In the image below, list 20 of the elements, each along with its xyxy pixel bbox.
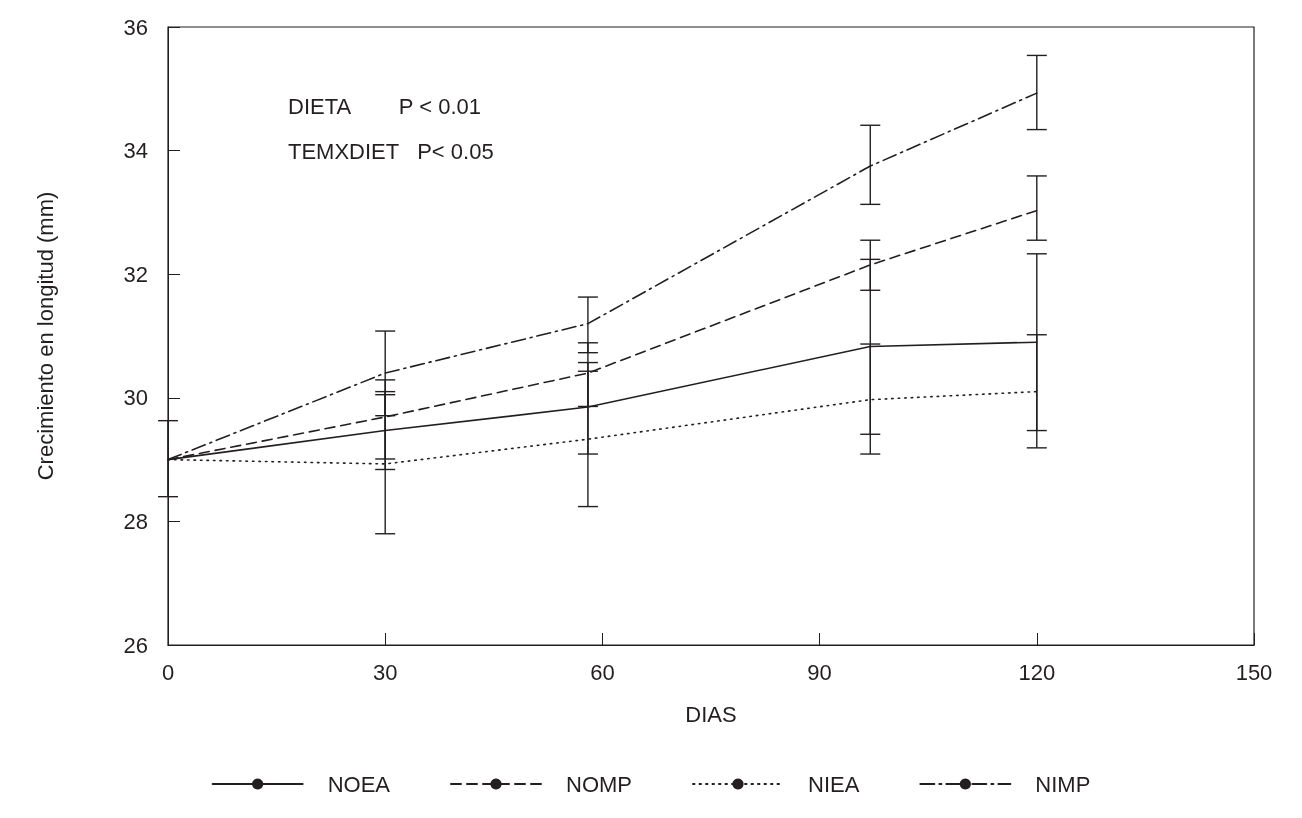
x-tick-label: 120 <box>1018 659 1056 685</box>
y-axis-title: Crecimiento en longitud (mm) <box>32 191 58 481</box>
x-tick-label: 30 <box>372 659 398 685</box>
y-tick-label: 32 <box>123 261 148 287</box>
y-tick-label: 30 <box>123 385 148 411</box>
annotation: DIETA P < 0.01 <box>288 93 482 119</box>
x-tick-label: 150 <box>1235 659 1273 685</box>
legend-label: NIEA <box>808 771 860 797</box>
legend-label: NOMP <box>566 771 632 797</box>
x-tick-label: 0 <box>161 659 175 685</box>
y-tick-label: 26 <box>123 632 148 658</box>
x-axis-title: DIAS <box>685 701 737 727</box>
y-tick-label: 36 <box>123 14 148 40</box>
legend-label: NIMP <box>1035 771 1091 797</box>
y-tick-label: 28 <box>123 508 148 534</box>
x-tick-label: 90 <box>807 659 832 685</box>
y-tick-label: 34 <box>123 138 148 164</box>
annotation: TEMXDIET P< 0.05 <box>288 138 494 164</box>
x-tick-label: 60 <box>590 659 615 685</box>
legend-label: NOEA <box>327 771 391 797</box>
